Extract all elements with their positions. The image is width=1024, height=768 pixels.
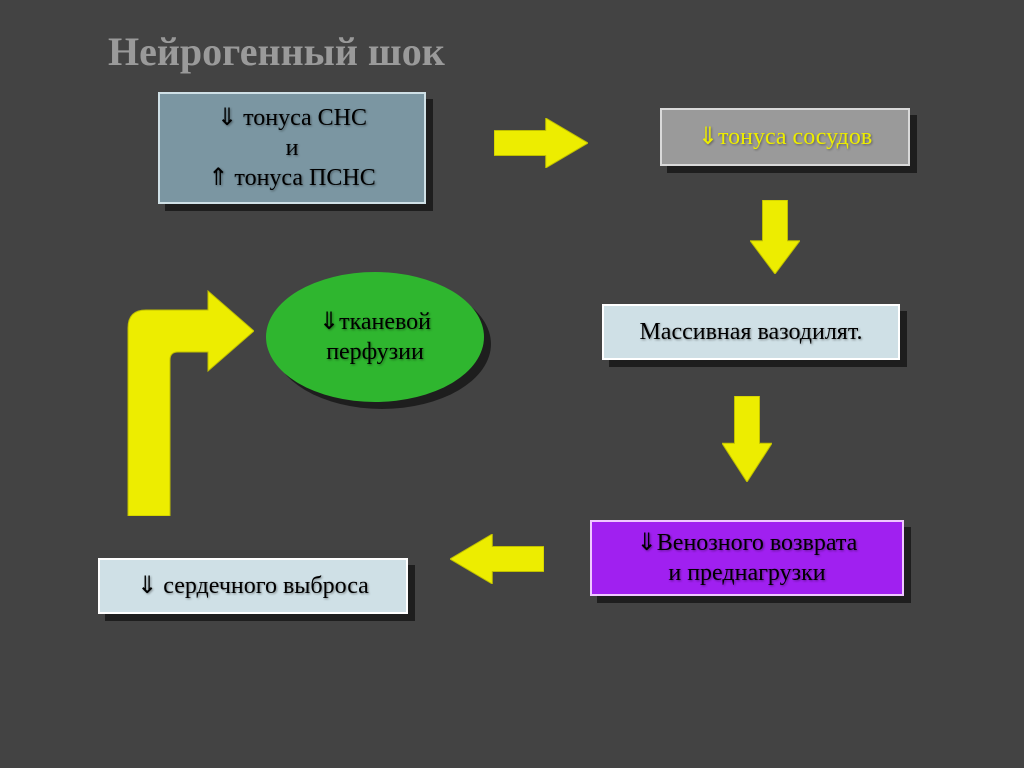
flow-node-n1: ⇓ тонуса СНС и ⇑ тонуса ПСНС	[158, 92, 426, 204]
flow-node-n4: ⇓Венозного возврата и преднагрузки	[590, 520, 904, 596]
flow-arrow-a1	[494, 118, 588, 168]
flow-arrow-a2	[750, 200, 800, 274]
flow-node-center: ⇓тканевой перфузии	[266, 272, 484, 402]
flow-arrow-a5	[114, 280, 254, 516]
flow-arrow-a4	[450, 534, 544, 584]
flow-node-n2: ⇓тонуса сосудов	[660, 108, 910, 166]
flow-node-n3: Массивная вазодилят.	[602, 304, 900, 360]
flow-node-n5: ⇓ сердечного выброса	[98, 558, 408, 614]
slide-title: Нейрогенный шок	[108, 28, 445, 75]
flow-arrow-a3	[722, 396, 772, 482]
slide-stage: Нейрогенный шок ⇓ тонуса СНС и ⇑ тонуса П…	[0, 0, 1024, 768]
